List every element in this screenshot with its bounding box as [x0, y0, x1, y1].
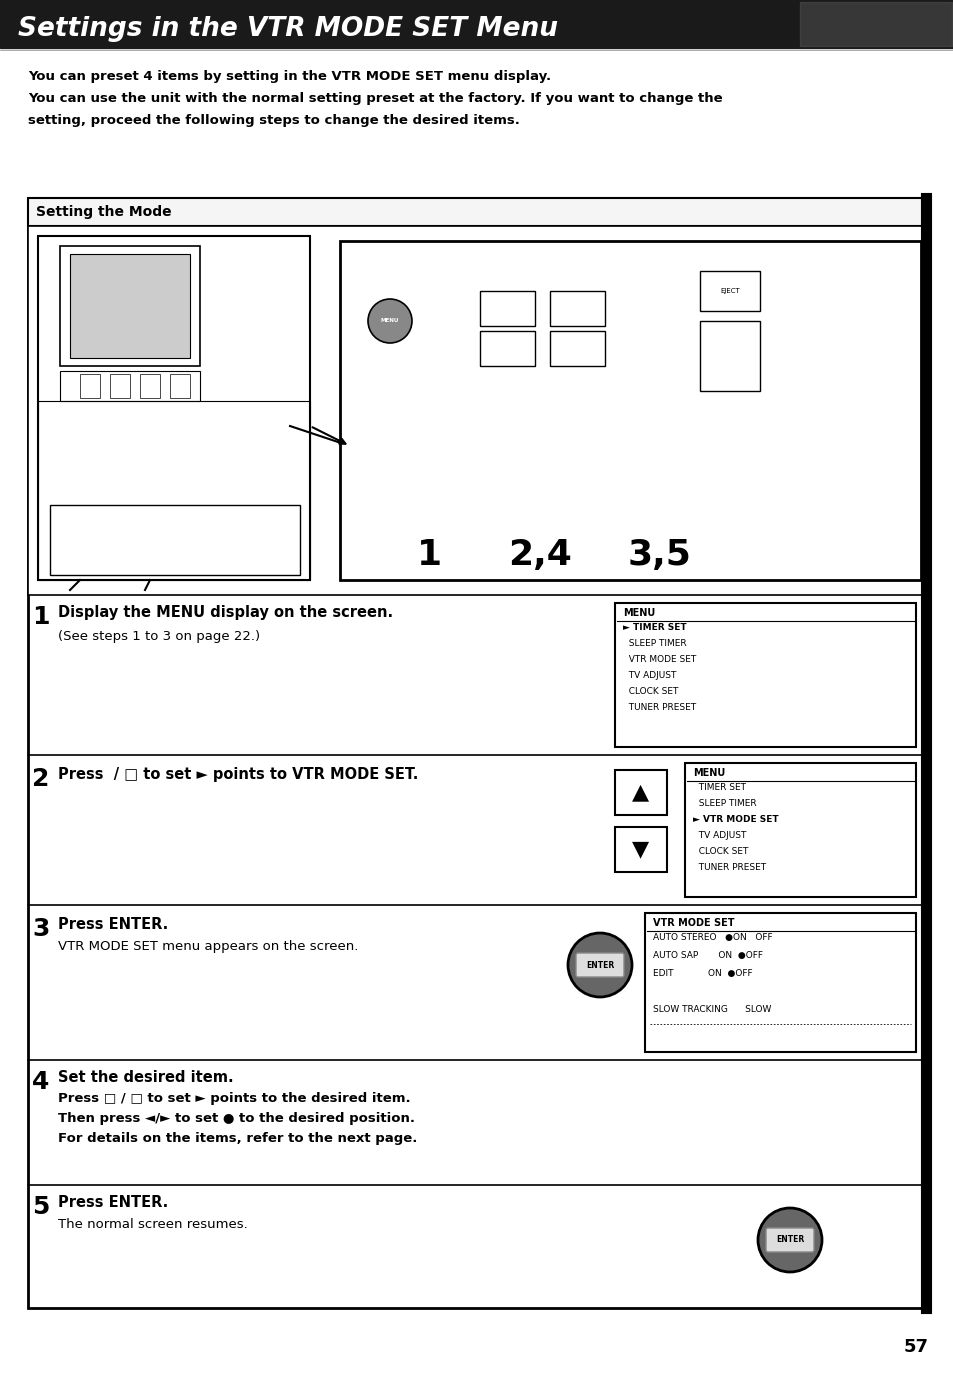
Text: CLOCK SET: CLOCK SET	[622, 687, 678, 696]
Bar	[38, 236, 310, 580]
Bar	[50, 505, 299, 575]
Text: SLEEP TIMER: SLEEP TIMER	[622, 639, 686, 649]
Text: You can preset 4 items by setting in the VTR MODE SET menu display.: You can preset 4 items by setting in the…	[28, 70, 551, 83]
Bar	[927, 197, 953, 1308]
Text: Press □ / □ to set ► points to the desired item.: Press □ / □ to set ► points to the desir…	[58, 1092, 410, 1105]
Bar	[60, 371, 200, 402]
Text: 3: 3	[32, 916, 50, 941]
Text: MENU: MENU	[622, 609, 655, 618]
Circle shape	[758, 1208, 821, 1272]
Bar	[800, 1, 951, 46]
Bar	[550, 331, 604, 366]
Text: SLOW TRACKING      SLOW: SLOW TRACKING SLOW	[652, 1005, 771, 1014]
Text: Set the desired item.: Set the desired item.	[58, 1070, 233, 1085]
Bar	[28, 197, 925, 226]
Text: 1: 1	[417, 538, 442, 571]
Text: ▼: ▼	[632, 839, 649, 858]
Bar	[700, 322, 760, 391]
Bar	[28, 197, 925, 1308]
Text: The normal screen resumes.: The normal screen resumes.	[58, 1219, 248, 1231]
Text: 2: 2	[32, 767, 50, 791]
Text: TV ADJUST: TV ADJUST	[622, 671, 676, 680]
Text: ▲: ▲	[632, 782, 649, 802]
Bar	[38, 402, 310, 580]
Text: EDIT            ON  ●OFF: EDIT ON ●OFF	[652, 969, 752, 978]
Text: Then press ◄/► to set ● to the desired position.: Then press ◄/► to set ● to the desired p…	[58, 1112, 415, 1125]
Bar	[60, 246, 200, 366]
Text: TIMER SET: TIMER SET	[692, 782, 745, 792]
Text: 3,5: 3,5	[627, 538, 691, 571]
Text: 4: 4	[32, 1070, 50, 1094]
Bar	[644, 914, 915, 1052]
Text: Settings in the VTR MODE SET Menu: Settings in the VTR MODE SET Menu	[18, 17, 558, 41]
Text: 5: 5	[32, 1195, 50, 1219]
Bar	[550, 291, 604, 326]
Text: AUTO STEREO   ●ON   OFF: AUTO STEREO ●ON OFF	[652, 933, 772, 943]
Bar	[28, 226, 925, 595]
Text: Press ENTER.: Press ENTER.	[58, 1195, 168, 1210]
Text: setting, proceed the following steps to change the desired items.: setting, proceed the following steps to …	[28, 115, 519, 127]
Text: ENTER: ENTER	[775, 1235, 803, 1245]
Text: ► VTR MODE SET: ► VTR MODE SET	[692, 816, 778, 824]
Circle shape	[368, 299, 412, 344]
Text: (See steps 1 to 3 on page 22.): (See steps 1 to 3 on page 22.)	[58, 631, 260, 643]
Bar	[684, 763, 915, 897]
Text: VTR MODE SET menu appears on the screen.: VTR MODE SET menu appears on the screen.	[58, 940, 358, 954]
Bar	[479, 291, 535, 326]
Bar	[615, 770, 666, 816]
Bar	[140, 374, 160, 397]
Text: ENTER: ENTER	[585, 960, 614, 970]
Bar	[70, 254, 190, 357]
Bar	[110, 374, 130, 397]
Text: MENU: MENU	[380, 319, 398, 323]
Bar	[341, 243, 918, 266]
Text: SLEEP TIMER: SLEEP TIMER	[692, 799, 756, 809]
Text: Setting the Mode: Setting the Mode	[36, 206, 172, 219]
Bar	[0, 0, 953, 48]
Bar	[615, 603, 915, 747]
Text: 57: 57	[903, 1339, 928, 1357]
Bar	[80, 374, 100, 397]
Text: VTR MODE SET: VTR MODE SET	[622, 656, 696, 664]
Text: You can use the unit with the normal setting preset at the factory. If you want : You can use the unit with the normal set…	[28, 92, 721, 105]
Text: TUNER PRESET: TUNER PRESET	[622, 702, 696, 712]
Bar	[170, 374, 190, 397]
Bar	[700, 270, 760, 310]
Bar	[615, 827, 666, 872]
Text: ► TIMER SET: ► TIMER SET	[622, 622, 686, 632]
Circle shape	[567, 933, 631, 996]
Text: TUNER PRESET: TUNER PRESET	[692, 862, 765, 872]
Text: For details on the items, refer to the next page.: For details on the items, refer to the n…	[58, 1132, 417, 1145]
Text: Display the MENU display on the screen.: Display the MENU display on the screen.	[58, 604, 393, 620]
Text: VTR MODE SET: VTR MODE SET	[652, 918, 734, 927]
Text: 1: 1	[32, 604, 50, 629]
Bar	[479, 331, 535, 366]
Text: AUTO SAP       ON  ●OFF: AUTO SAP ON ●OFF	[652, 951, 762, 960]
Text: TV ADJUST: TV ADJUST	[692, 831, 745, 840]
Text: MENU: MENU	[692, 769, 724, 778]
Bar	[339, 241, 920, 580]
Text: EJECT: EJECT	[720, 288, 740, 294]
Text: CLOCK SET: CLOCK SET	[692, 847, 747, 856]
Text: 2,4: 2,4	[508, 538, 572, 571]
Text: Press  / □ to set ► points to VTR MODE SET.: Press / □ to set ► points to VTR MODE SE…	[58, 767, 418, 782]
FancyBboxPatch shape	[765, 1228, 813, 1252]
Text: Press ENTER.: Press ENTER.	[58, 916, 168, 932]
FancyBboxPatch shape	[576, 954, 623, 977]
